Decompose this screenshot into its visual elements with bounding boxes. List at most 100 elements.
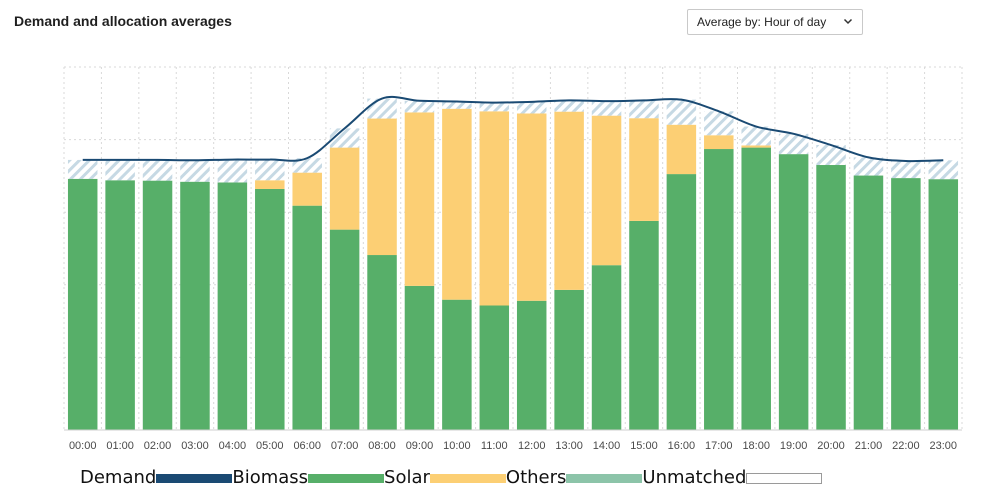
legend-swatch-solar [429, 473, 506, 483]
x-tick-label: 08:00 [368, 440, 396, 452]
bar-biomass [928, 179, 959, 430]
bar-solar [442, 108, 472, 300]
bar-biomass [666, 174, 697, 430]
legend-swatch-unmatched [746, 472, 823, 484]
legend-label-biomass: Biomass [232, 466, 309, 488]
bar-biomass [629, 220, 659, 430]
bar-unmatched [591, 101, 622, 116]
bar-solar [554, 111, 584, 290]
bar-biomass [180, 181, 210, 430]
bar-unmatched [554, 100, 584, 112]
bar-biomass [442, 299, 472, 430]
x-tick-label: 02:00 [144, 440, 172, 452]
bar-biomass [142, 180, 173, 430]
bar-unmatched [180, 160, 210, 182]
bar-unmatched [516, 101, 547, 114]
bar-biomass [329, 229, 360, 430]
x-tick-label: 09:00 [406, 440, 434, 452]
x-tick-label: 05:00 [256, 440, 284, 452]
bar-solar [329, 147, 360, 230]
legend-label-others: Others [505, 466, 567, 488]
x-tick-label: 12:00 [518, 440, 546, 452]
bar-unmatched [255, 159, 285, 181]
bar-unmatched [142, 159, 173, 181]
bar-biomass [292, 205, 322, 430]
bar-solar [367, 118, 397, 256]
average-by-select[interactable]: Average by: Hour of day [687, 9, 863, 35]
bar-unmatched [479, 102, 510, 112]
bar-unmatched [67, 159, 98, 179]
x-tick-label: 14:00 [593, 440, 621, 452]
x-tick-label: 20:00 [817, 440, 845, 452]
bar-biomass [816, 165, 846, 430]
bar-unmatched [778, 133, 809, 155]
bar-unmatched [329, 128, 360, 148]
bar-unmatched [105, 159, 135, 181]
bar-biomass [554, 289, 584, 430]
bar-biomass [479, 305, 510, 430]
bar-unmatched [629, 100, 659, 119]
bar-unmatched [891, 161, 921, 179]
x-tick-label: 23:00 [930, 440, 958, 452]
bar-solar [666, 124, 697, 175]
legend-swatch-biomass [308, 473, 385, 483]
x-tick-label: 07:00 [331, 440, 359, 452]
bar-biomass [891, 178, 921, 430]
bar-biomass [367, 255, 397, 430]
bar-biomass [255, 188, 285, 430]
legend-label-demand: Demand [80, 466, 157, 488]
bar-biomass [105, 180, 135, 430]
x-tick-label: 00:00 [69, 440, 97, 452]
page-title: Demand and allocation averages [14, 13, 232, 29]
x-tick-label: 04:00 [219, 440, 247, 452]
x-tick-label: 16:00 [668, 440, 696, 452]
bar-biomass [404, 285, 435, 430]
bar-unmatched [442, 101, 472, 109]
bar-solar [516, 113, 547, 301]
x-tick-label: 19:00 [780, 440, 808, 452]
legend-swatch-others [566, 473, 643, 483]
bar-biomass [217, 182, 248, 430]
x-tick-label: 21:00 [855, 440, 883, 452]
bar-solar [704, 135, 734, 150]
x-tick-label: 15:00 [630, 440, 658, 452]
legend-label-unmatched: Unmatched [642, 466, 747, 488]
bar-solar [292, 172, 322, 206]
bar-unmatched [853, 157, 884, 176]
chart-legend: Demand Biomass Solar Others Unmatched [80, 464, 823, 490]
legend-label-solar: Solar [384, 466, 430, 488]
bar-unmatched [404, 100, 435, 113]
bar-biomass [516, 300, 547, 430]
legend-swatch-demand [156, 473, 233, 483]
bar-unmatched [217, 159, 248, 183]
bar-biomass [67, 178, 98, 430]
average-by-label: Average by: Hour of day [697, 15, 827, 29]
bar-solar [591, 115, 622, 266]
bar-biomass [704, 149, 734, 430]
bar-solar [255, 180, 285, 189]
x-tick-label: 11:00 [481, 440, 508, 452]
bar-unmatched [816, 145, 846, 166]
bar-solar [741, 145, 771, 148]
x-tick-label: 03:00 [181, 440, 209, 452]
bar-unmatched [741, 126, 771, 146]
bar-biomass [853, 175, 884, 430]
bar-unmatched [367, 98, 397, 119]
bar-solar [629, 118, 659, 221]
x-tick-label: 06:00 [293, 440, 321, 452]
demand-line [82, 95, 944, 163]
bar-biomass [778, 154, 809, 430]
bar-unmatched [704, 111, 734, 136]
chevron-down-icon [843, 18, 853, 25]
bar-solar [404, 112, 435, 286]
x-tick-label: 13:00 [555, 440, 583, 452]
bar-unmatched [292, 158, 322, 173]
bar-unmatched [666, 99, 697, 125]
bar-solar [479, 111, 510, 306]
x-tick-label: 18:00 [742, 440, 770, 452]
bar-unmatched [928, 160, 959, 180]
bar-biomass [741, 147, 771, 430]
x-tick-label: 10:00 [443, 440, 471, 452]
x-tick-label: 01:00 [106, 440, 134, 452]
